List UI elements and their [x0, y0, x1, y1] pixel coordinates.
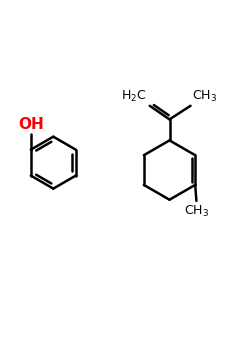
- Text: H$_2$C: H$_2$C: [121, 89, 147, 104]
- Text: CH$_3$: CH$_3$: [192, 89, 218, 104]
- Text: OH: OH: [18, 117, 44, 132]
- Text: CH$_3$: CH$_3$: [184, 203, 209, 218]
